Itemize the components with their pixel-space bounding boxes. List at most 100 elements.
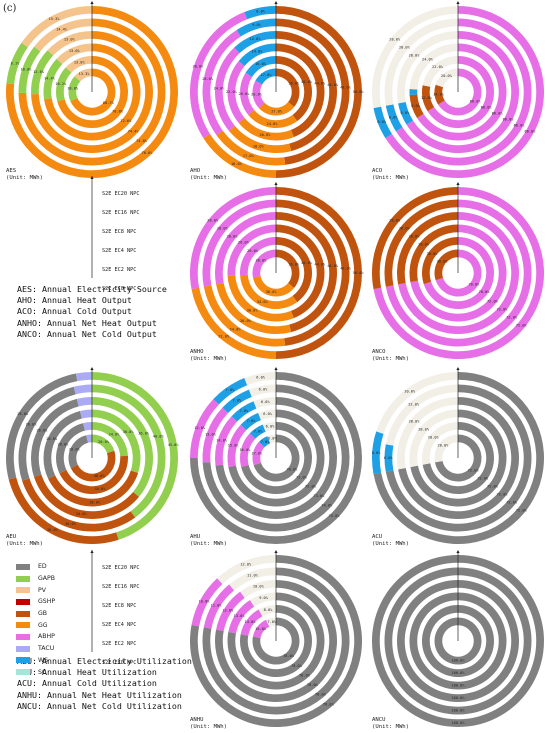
segment-value-label: 24.0% (109, 433, 121, 437)
legend-label: GB (38, 610, 48, 618)
segment-gg (216, 130, 286, 166)
segment-gap (229, 567, 276, 591)
scenario-label: S2E EC8 NPC (102, 603, 136, 609)
segment-value-label: 7.0% (247, 419, 256, 423)
segment-ed (18, 386, 76, 481)
legend-swatch (16, 669, 30, 676)
chart-title: ACO (372, 168, 383, 174)
segment-value-label: 13.3% (79, 72, 91, 76)
segment-value-label: 48.0% (340, 267, 352, 271)
segment-abhp (435, 249, 482, 297)
segment-value-label: 48.0% (340, 86, 352, 90)
legend-item: TACU (16, 643, 106, 655)
segment-value-label: 36.0% (288, 263, 300, 267)
segment-gg (240, 274, 298, 309)
segment-gapb (6, 42, 28, 85)
chart-title: AHO (190, 168, 201, 174)
segment-value-label: 40.0% (153, 434, 165, 438)
segment-value-label: 40.0% (301, 261, 313, 265)
segment-ed (68, 435, 89, 469)
segment-tacu (75, 372, 92, 382)
segment-tacu (83, 422, 92, 431)
segment-value-label: 28.0% (192, 65, 204, 69)
segment-gb (409, 94, 424, 118)
segment-value-label: 14.4% (56, 27, 68, 31)
scenario-label: S2E EC16 NPC (102, 584, 139, 590)
segment-gb (276, 43, 325, 138)
segment-value-label: 28.0% (207, 219, 219, 223)
segment-gapb (92, 409, 141, 473)
segment-gb (422, 237, 458, 285)
segment-gapb (31, 50, 54, 95)
segment-value-label: 28.0% (255, 258, 267, 262)
segment-gb (276, 249, 300, 288)
segment-abhp (190, 12, 248, 139)
segment-ed (56, 423, 85, 474)
segment-gap (244, 372, 276, 386)
segment-abhp (214, 416, 238, 466)
segment-value-label: 7.0% (254, 429, 263, 433)
chart-unit: (Unit: MWh) (372, 175, 409, 181)
segment-gb (276, 212, 338, 333)
legend-swatch (16, 587, 30, 594)
chart-unit: (Unit: MWh) (190, 724, 227, 730)
segment-value-label: 28.0% (69, 448, 81, 452)
segment-value-label: 100.0% (452, 709, 466, 713)
segment-gap (435, 68, 458, 88)
segment-gap (262, 422, 276, 432)
segment-value-label: 6.0% (384, 456, 393, 460)
segment-ws (258, 436, 271, 448)
segment-abhp (438, 68, 482, 116)
segment-value-label: 38.0% (89, 501, 101, 505)
legend-swatch (16, 575, 30, 582)
segment-value-label: 11.0% (247, 573, 259, 577)
segment-value-label: 26.0% (238, 240, 250, 244)
segment-pv (47, 31, 92, 56)
segment-value-label: 34.0% (76, 512, 88, 516)
segment-value-label: 20.0% (251, 92, 263, 96)
segment-value-label: 24.0% (214, 86, 226, 90)
segment-value-label: 27.0% (271, 110, 283, 114)
segment-ed (253, 434, 300, 482)
segment-gapb (68, 76, 81, 102)
segment-value-label: 30.0% (437, 259, 449, 263)
scenario-label: S2E EC20 NPC (102, 565, 139, 571)
segment-ws (385, 104, 403, 132)
abbreviation-acu: ACU: Annual Cold Utilization (17, 678, 157, 689)
segment-value-label: 72.0% (516, 323, 528, 327)
chart-aeu: 45.0% 26.0% 26.0% 40.0% 30.0% 26.0% 36.0% 34.0%… (6, 367, 179, 547)
segment-ws (234, 31, 276, 54)
segment-value-label: 28.0% (46, 437, 58, 441)
legend-label: GG (38, 621, 48, 629)
segment-value-label: 40.0% (301, 80, 313, 84)
chart-unit: (Unit: MWh) (372, 356, 409, 362)
chart-ahu: 75.0%12.0%7.0%6.0%74.0%13.0%7.0%6.0%73.0… (190, 367, 362, 547)
segment-value-label: 6.0% (266, 424, 275, 428)
segment-value-label: 70.0% (479, 290, 491, 294)
scenario-labels-top: S2E EC20 NPC S2E EC16 NPC S2E EC8 NPC S2E E… (90, 176, 139, 292)
axis-arrow-icon (274, 550, 278, 553)
segment-gap (372, 6, 458, 109)
axis-arrow-icon (456, 1, 460, 4)
segment-gb (33, 474, 140, 519)
segment-abhp (191, 578, 223, 627)
segment-value-label: 72.0% (487, 484, 499, 488)
segment-gb (276, 224, 325, 319)
segment-tacu (79, 409, 92, 419)
segment-value-label: 6.0% (259, 388, 268, 392)
segment-gb (276, 199, 350, 346)
segment-value-label: 18.0% (67, 87, 79, 91)
segment-ws (409, 88, 418, 96)
segment-gap (267, 434, 276, 444)
segment-gap (253, 397, 276, 409)
scenario-arrow-icon (90, 176, 94, 179)
panel-label: (c) (3, 3, 17, 14)
segment-value-label: 28.0% (409, 235, 421, 239)
segment-value-label: 73.0% (313, 494, 325, 498)
segment-gapb (55, 67, 72, 102)
segment-value-label: 71.0% (296, 476, 308, 480)
segment-gb (276, 18, 350, 165)
segment-value-label: 66.0% (492, 111, 504, 115)
axis-arrow-icon (90, 367, 94, 370)
segment-gb (397, 212, 458, 285)
